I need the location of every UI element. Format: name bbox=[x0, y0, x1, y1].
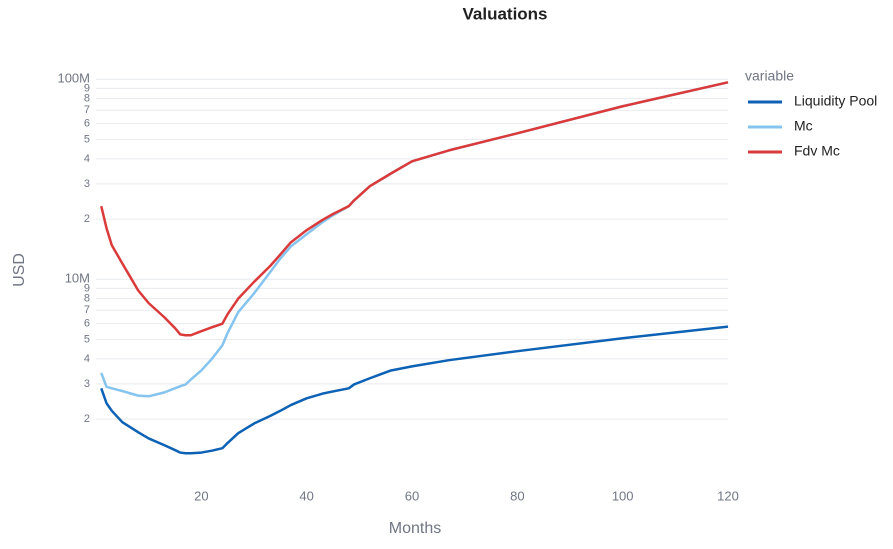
y-tick-label: 8 bbox=[84, 93, 90, 105]
y-tick-label: 100M bbox=[57, 71, 90, 86]
y-tick-label: 2 bbox=[84, 413, 90, 425]
series-line bbox=[100, 81, 729, 337]
y-tick-label: 2 bbox=[84, 213, 90, 225]
y-tick-label: 10M bbox=[65, 271, 90, 286]
y-tick-label: 5 bbox=[84, 333, 90, 345]
y-tick-label: 3 bbox=[84, 178, 90, 190]
series-line bbox=[100, 325, 729, 455]
y-tick-label: 7 bbox=[84, 104, 90, 116]
chart-title: Valuations bbox=[462, 4, 547, 23]
x-tick-label: 20 bbox=[194, 488, 208, 503]
y-tick-label: 9 bbox=[84, 282, 90, 294]
x-tick-label: 100 bbox=[612, 488, 634, 503]
y-tick-label: 8 bbox=[84, 293, 90, 305]
x-tick-label: 60 bbox=[405, 488, 419, 503]
x-axis-label: Months bbox=[389, 520, 441, 537]
y-tick-label: 5 bbox=[84, 133, 90, 145]
legend-title: variable bbox=[745, 68, 794, 84]
x-tick-label: 80 bbox=[510, 488, 524, 503]
y-tick-label: 6 bbox=[84, 318, 90, 330]
y-tick-label: 4 bbox=[84, 353, 90, 365]
y-tick-label: 3 bbox=[84, 378, 90, 390]
y-tick-label: 9 bbox=[84, 82, 90, 94]
legend-label: Mc bbox=[794, 118, 813, 134]
legend-label: Liquidity Pool bbox=[794, 93, 877, 109]
legend-label: Fdv Mc bbox=[794, 143, 840, 159]
y-tick-label: 4 bbox=[84, 153, 90, 165]
y-tick-label: 7 bbox=[84, 304, 90, 316]
y-axis-label: USD bbox=[11, 253, 28, 287]
y-tick-label: 6 bbox=[84, 118, 90, 130]
series-line bbox=[100, 81, 729, 398]
x-tick-label: 40 bbox=[299, 488, 313, 503]
x-tick-label: 120 bbox=[717, 488, 739, 503]
